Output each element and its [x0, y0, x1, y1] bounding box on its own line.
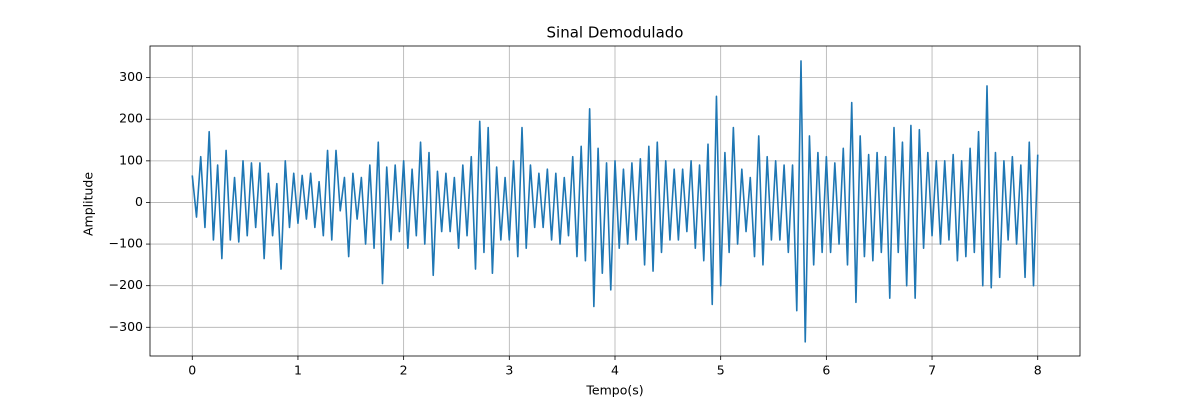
y-tick-label: 300 — [119, 69, 143, 84]
x-tick-label: 8 — [1034, 363, 1042, 378]
x-axis-label: Tempo(s) — [585, 383, 643, 398]
y-tick-label: −300 — [109, 319, 143, 334]
x-tick-label: 2 — [400, 363, 408, 378]
x-tick-label: 6 — [822, 363, 830, 378]
x-tick-label: 5 — [717, 363, 725, 378]
x-tick-label: 0 — [188, 363, 196, 378]
y-tick-label: 0 — [135, 194, 143, 209]
x-tick-label: 1 — [294, 363, 302, 378]
y-tick-label: −200 — [109, 277, 143, 292]
chart-title: Sinal Demodulado — [547, 24, 684, 42]
y-axis-label: Amplitude — [81, 172, 96, 236]
signal-line — [191, 60, 1039, 343]
ticks: 0 1 2 3 4 5 6 7 8 −300 −200 −100 0 100 200 300 — [109, 69, 1042, 377]
x-tick-label: 7 — [928, 363, 936, 378]
x-tick-label: 4 — [611, 363, 619, 378]
y-tick-label: 200 — [119, 111, 143, 126]
y-tick-label: −100 — [109, 236, 143, 251]
y-tick-label: 100 — [119, 152, 143, 167]
plot-area — [191, 60, 1039, 343]
x-tick-label: 3 — [505, 363, 513, 378]
